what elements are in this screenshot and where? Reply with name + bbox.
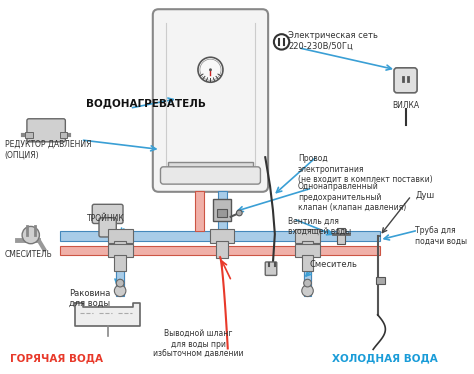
Bar [295,244,320,257]
Circle shape [114,285,126,297]
Bar [108,244,133,257]
Bar [217,209,227,217]
Circle shape [200,59,221,80]
FancyBboxPatch shape [153,9,268,192]
Circle shape [209,68,212,71]
FancyBboxPatch shape [394,68,417,93]
Circle shape [22,226,39,244]
Text: Выводной шланг
для воды при
избыточном давлении: Выводной шланг для воды при избыточном д… [153,329,243,359]
Text: СМЕСИТЕЛЬ: СМЕСИТЕЛЬ [5,250,53,259]
Bar [216,241,228,258]
Bar [304,258,311,295]
Bar [295,229,320,243]
Circle shape [302,285,313,297]
Circle shape [237,210,242,216]
FancyBboxPatch shape [99,218,116,237]
Polygon shape [75,303,140,327]
Bar [376,278,385,284]
Bar [218,191,227,231]
Circle shape [116,279,124,287]
Circle shape [198,57,223,82]
Bar [304,271,311,291]
Text: Вентиль для
входящей воды: Вентиль для входящей воды [288,217,351,236]
Bar [60,231,380,241]
Bar [60,132,67,138]
Bar [116,258,124,295]
Text: Провод
электропитания
(не входит в комплект поставки): Провод электропитания (не входит в компл… [298,154,433,184]
Text: ВОДОНАГРЕВАТЕЛЬ: ВОДОНАГРЕВАТЕЛЬ [86,98,206,108]
Bar [302,241,313,258]
Text: Душ: Душ [415,191,434,200]
Text: ВИЛКА: ВИЛКА [392,101,419,110]
Bar [114,255,126,271]
Bar [302,255,313,271]
Bar [114,241,126,258]
Text: Смеситель: Смеситель [310,260,357,269]
Circle shape [274,34,289,50]
Text: Однонаправленный
предохранительный
клапан (клапан давления): Однонаправленный предохранительный клапа… [298,182,406,212]
FancyBboxPatch shape [27,119,65,142]
FancyBboxPatch shape [92,204,123,224]
Bar [25,132,33,138]
Text: РЕДУКТОР ДАВЛЕНИЯ
(ОПЦИЯ): РЕДУКТОР ДАВЛЕНИЯ (ОПЦИЯ) [5,140,91,159]
Bar [168,162,253,179]
FancyBboxPatch shape [161,167,260,184]
Circle shape [304,279,311,287]
FancyBboxPatch shape [265,262,277,275]
Bar [195,191,204,231]
Bar [213,199,231,221]
Text: ХОЛОДНАЯ ВОДА: ХОЛОДНАЯ ВОДА [331,353,438,363]
Text: Раковина
для воды: Раковина для воды [69,289,110,308]
Text: Труба для
подачи воды: Труба для подачи воды [415,226,467,246]
Bar [210,229,235,243]
Text: Электрическая сеть
220-230В/50Гц: Электрическая сеть 220-230В/50Гц [288,31,378,51]
Bar [60,246,380,255]
Bar [116,271,124,291]
Text: ГОРЯЧАЯ ВОДА: ГОРЯЧАЯ ВОДА [9,353,102,363]
Bar [337,228,345,244]
Text: ТРОЙНИК: ТРОЙНИК [86,214,124,223]
Bar [108,229,133,243]
